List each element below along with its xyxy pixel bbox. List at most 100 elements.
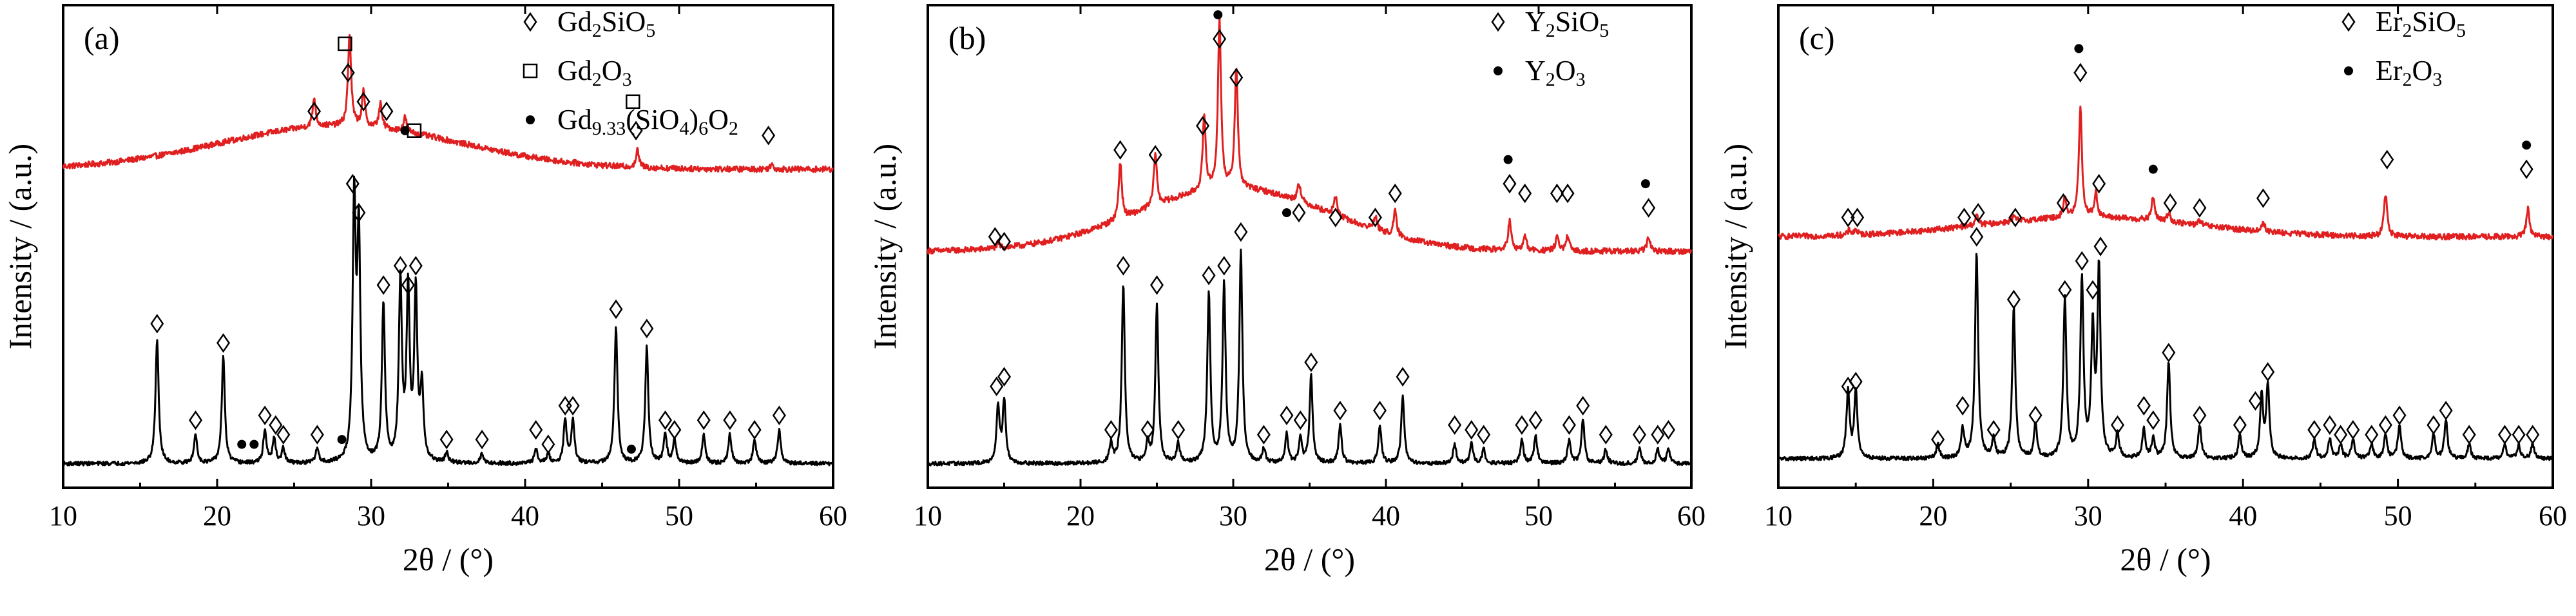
square-marker <box>626 94 640 110</box>
x-tick-label: 60 <box>1677 500 1706 532</box>
legend-subscript: 5 <box>2456 20 2466 41</box>
legend-subscript: 2 <box>2403 69 2412 90</box>
diamond-marker <box>997 367 1012 387</box>
legend-subscript: 9.33 <box>592 118 626 139</box>
diamond-marker <box>668 419 682 440</box>
diamond-marker <box>2028 405 2043 425</box>
diamond-marker <box>1465 419 1479 440</box>
diamond-marker <box>189 410 203 430</box>
diamond-marker <box>1841 207 1855 227</box>
x-tick-label: 50 <box>2384 500 2412 532</box>
xrd-trace-lower <box>62 175 834 467</box>
x-tick-label: 10 <box>1764 500 1793 532</box>
dot-marker <box>1282 208 1291 218</box>
x-axis-title: 2θ / (°) <box>403 541 494 577</box>
x-tick-label: 60 <box>2539 500 2567 532</box>
diamond-marker <box>1576 396 1590 416</box>
diamond-marker <box>1213 29 1227 49</box>
diamond-marker <box>352 202 366 223</box>
legend-dot-symbol <box>526 115 535 124</box>
x-tick-label: 20 <box>1919 500 1947 532</box>
diamond-marker <box>2162 343 2176 363</box>
diamond-marker <box>1562 415 1576 435</box>
panel-label: (b) <box>948 20 986 56</box>
legend-text-part: Gd <box>557 55 592 86</box>
x-axis-title: 2θ / (°) <box>1264 541 1355 577</box>
diamond-marker <box>2427 415 2441 435</box>
diamond-marker <box>2086 280 2100 300</box>
diamond-marker <box>2008 207 2023 227</box>
x-tick-label: 30 <box>2074 500 2102 532</box>
diamond-marker <box>1229 68 1244 88</box>
legend-label: Gd9.33(SiO4)6O2 <box>557 104 738 139</box>
dot-marker <box>1503 155 1513 164</box>
dot-marker <box>1640 179 1650 189</box>
diamond-marker <box>2075 251 2089 271</box>
diamond-marker <box>529 419 543 440</box>
diamond-marker <box>2233 415 2247 435</box>
legend-subscript: 2 <box>592 20 602 41</box>
diamond-marker <box>2378 415 2392 435</box>
diamond-marker <box>1528 410 1543 430</box>
diamond-marker <box>1388 183 1402 204</box>
diamond-marker <box>1550 183 1564 204</box>
diamond-marker <box>2163 193 2177 213</box>
x-axis-title: 2θ / (°) <box>2120 541 2211 577</box>
diamond-marker <box>2261 362 2275 382</box>
legend-label: Y2O3 <box>1525 55 1586 90</box>
diamond-marker <box>1632 425 1646 445</box>
diamond-marker <box>697 410 711 430</box>
x-tick-label: 30 <box>1219 500 1247 532</box>
diamond-marker <box>2334 425 2348 445</box>
diamond-marker <box>216 333 231 353</box>
dot-marker <box>1213 10 1223 19</box>
diamond-marker <box>1448 415 1462 435</box>
diamond-marker <box>2526 425 2540 445</box>
diamond-marker <box>1477 425 1491 445</box>
diamond-marker <box>2056 193 2070 213</box>
diamond-marker <box>1661 419 1675 440</box>
diamond-marker <box>1986 419 2001 440</box>
diamond-marker <box>566 396 580 416</box>
diamond-marker <box>475 429 489 450</box>
diamond-marker <box>1202 265 1216 285</box>
diamond-marker <box>307 101 322 121</box>
legend-diamond-symbol <box>2341 12 2356 32</box>
legend-diamond-symbol <box>1491 12 1505 32</box>
diamond-marker <box>393 256 407 276</box>
diamond-marker <box>2462 425 2476 445</box>
x-tick-label: 10 <box>49 500 77 532</box>
x-tick-label: 20 <box>203 500 231 532</box>
diamond-marker <box>1372 400 1387 421</box>
legend-text-part: O <box>708 104 729 135</box>
diamond-marker <box>1149 275 1164 295</box>
legend-text-part: O <box>2412 55 2433 86</box>
diamond-marker <box>258 405 272 425</box>
xrd-trace-upper <box>927 15 1693 255</box>
diamond-marker <box>345 173 360 194</box>
diamond-marker <box>772 405 786 425</box>
legend-text-part: ) <box>689 104 698 135</box>
square-marker <box>407 123 422 138</box>
diamond-marker <box>1970 227 1984 247</box>
legend-subscript: 4 <box>679 118 689 139</box>
x-tick-label: 10 <box>914 500 942 532</box>
diamond-marker <box>997 231 1012 252</box>
diamond-marker <box>558 396 572 416</box>
diamond-marker <box>1329 207 1343 227</box>
diamond-marker <box>1368 207 1382 227</box>
diamond-marker <box>1196 116 1210 136</box>
y-axis-title: Intensity / (a.u.) <box>867 144 903 349</box>
diamond-marker <box>2137 396 2151 416</box>
legend-label: Gd2SiO5 <box>557 6 655 41</box>
legend-text-part: Y <box>1525 55 1546 86</box>
diamond-marker <box>2519 159 2533 179</box>
legend-text-part: SiO <box>1555 6 1599 37</box>
diamond-marker <box>1148 144 1162 165</box>
panel-b: 10 20 30 40 50 60 2θ / (°) Intensity / (a.u.) (b… <box>867 4 1706 577</box>
diamond-marker <box>762 126 776 146</box>
legend-text-part: Gd <box>557 104 592 135</box>
diamond-marker <box>2323 415 2337 435</box>
diamond-marker <box>2365 425 2379 445</box>
